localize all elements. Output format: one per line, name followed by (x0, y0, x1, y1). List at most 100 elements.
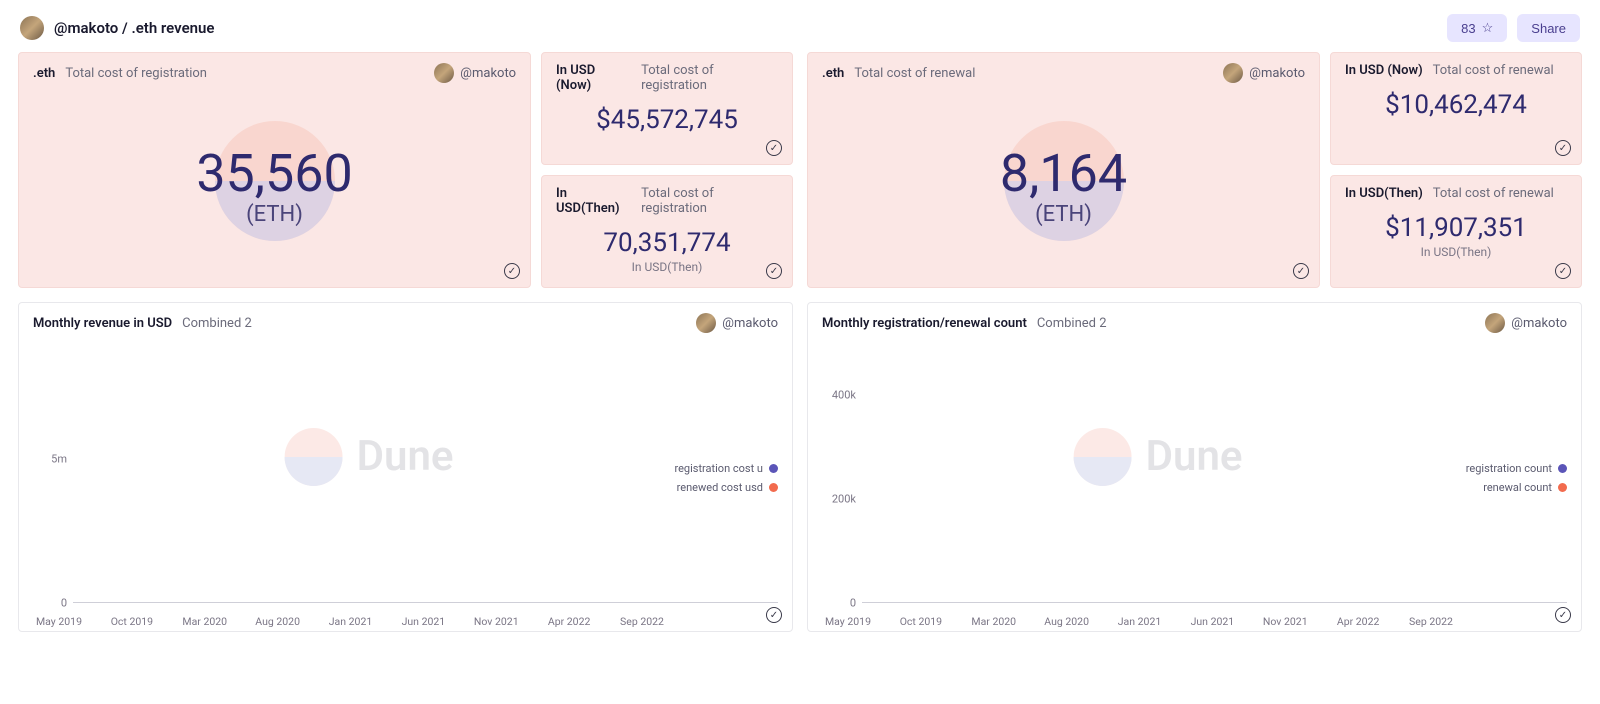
legend-item[interactable]: registration cost u (633, 462, 778, 475)
x-tick: Apr 2022 (548, 615, 591, 628)
stat-value: 70,351,774 (603, 228, 730, 258)
card-subtitle: Total cost of registration (65, 66, 207, 81)
chart-monthly-count: Monthly registration/renewal count Combi… (807, 302, 1582, 632)
x-tick: Oct 2019 (111, 615, 153, 628)
x-tick: Mar 2020 (182, 615, 227, 628)
star-icon (1482, 20, 1494, 36)
chart-subtitle: Combined 2 (1037, 316, 1107, 331)
card-title: In USD(Then) (556, 186, 631, 216)
author-avatar-icon (1223, 63, 1243, 83)
x-tick: Jun 2021 (402, 615, 446, 628)
card-ren-usd-then: In USD(Then) Total cost of renewal $11,9… (1330, 175, 1582, 288)
card-subtitle: Total cost of renewal (1433, 63, 1554, 78)
registration-stats: .eth Total cost of registration @makoto … (18, 52, 793, 288)
chart-legend: registration cost u renewed cost usd (633, 462, 778, 494)
card-reg-usd-now: In USD (Now) Total cost of registration … (541, 52, 793, 165)
dashboard-title: @makoto / .eth revenue (54, 19, 214, 37)
x-tick: Aug 2020 (255, 615, 300, 628)
card-title: .eth (822, 66, 844, 81)
author-avatar-icon (1485, 313, 1505, 333)
verified-icon[interactable] (1555, 607, 1571, 623)
card-author[interactable]: @makoto (434, 63, 516, 83)
y-tick: 0 (850, 597, 856, 610)
header-actions: 83 Share (1447, 14, 1580, 42)
author-handle: @makoto (460, 66, 516, 81)
card-title: .eth (33, 66, 55, 81)
verified-icon[interactable] (1293, 263, 1309, 279)
y-tick: 0 (61, 597, 67, 610)
bars-container (862, 343, 1417, 602)
stat-note: In USD(Then) (1421, 245, 1492, 259)
y-tick: 5m (51, 452, 67, 465)
x-tick: Nov 2021 (1263, 615, 1308, 628)
author-handle: @makoto (722, 316, 778, 331)
legend-item[interactable]: renewed cost usd (633, 481, 778, 494)
chart-title: Monthly revenue in USD (33, 316, 172, 331)
y-axis: 0200k400k (822, 343, 862, 603)
plot-area: Dune registration countrenewal count (862, 343, 1567, 603)
dashboard-header: @makoto / .eth revenue 83 Share (0, 0, 1600, 52)
stat-value: $45,572,745 (596, 105, 738, 135)
legend-item[interactable]: registration count (1422, 462, 1567, 475)
chart-title: Monthly registration/renewal count (822, 316, 1027, 331)
x-tick: May 2019 (825, 615, 871, 628)
card-subtitle: Total cost of renewal (854, 66, 975, 81)
author-avatar-icon (434, 63, 454, 83)
x-tick: Nov 2021 (474, 615, 519, 628)
card-author[interactable]: @makoto (1223, 63, 1305, 83)
card-subtitle: Total cost of renewal (1433, 186, 1554, 201)
verified-icon[interactable] (766, 263, 782, 279)
x-tick: May 2019 (36, 615, 82, 628)
x-tick: Jan 2021 (329, 615, 373, 628)
x-tick: Sep 2022 (620, 615, 664, 628)
card-author[interactable]: @makoto (1485, 313, 1567, 333)
card-subtitle: Total cost of registration (641, 186, 778, 216)
card-title: In USD (Now) (556, 63, 631, 93)
verified-icon[interactable] (504, 263, 520, 279)
chart-legend: registration count renewal count (1422, 462, 1567, 494)
stat-note: In USD(Then) (632, 260, 703, 274)
card-ren-eth: .eth Total cost of renewal @makoto 8,164… (807, 52, 1320, 288)
card-title: In USD(Then) (1345, 186, 1423, 201)
chart-monthly-revenue: Monthly revenue in USD Combined 2 @makot… (18, 302, 793, 632)
verified-icon[interactable] (766, 140, 782, 156)
x-axis: May 2019Oct 2019Mar 2020Aug 2020Jan 2021… (848, 611, 1431, 631)
verified-icon[interactable] (1555, 140, 1571, 156)
y-tick: 200k (832, 493, 856, 506)
card-author[interactable]: @makoto (696, 313, 778, 333)
verified-icon[interactable] (1555, 263, 1571, 279)
legend-item[interactable]: renewal count (1422, 481, 1567, 494)
verified-icon[interactable] (766, 607, 782, 623)
card-ren-usd-now: In USD (Now) Total cost of renewal $10,4… (1330, 52, 1582, 165)
renewal-stats: .eth Total cost of renewal @makoto 8,164… (807, 52, 1582, 288)
plot-area: Dune registration cost urenewed cost usd (73, 343, 778, 603)
x-tick: Apr 2022 (1337, 615, 1380, 628)
stat-value: 35,560 (196, 148, 352, 200)
x-tick: Sep 2022 (1409, 615, 1453, 628)
x-axis: May 2019Oct 2019Mar 2020Aug 2020Jan 2021… (59, 611, 642, 631)
stat-value: $10,462,474 (1385, 90, 1527, 120)
y-axis: 05m (33, 343, 73, 603)
share-button[interactable]: Share (1517, 14, 1580, 42)
x-tick: Jun 2021 (1191, 615, 1235, 628)
card-reg-usd-then: In USD(Then) Total cost of registration … (541, 175, 793, 288)
x-tick: Aug 2020 (1044, 615, 1089, 628)
header-left: @makoto / .eth revenue (20, 16, 214, 40)
x-tick: Mar 2020 (971, 615, 1016, 628)
x-tick: Jan 2021 (1118, 615, 1162, 628)
author-avatar[interactable] (20, 16, 44, 40)
card-subtitle: Total cost of registration (641, 63, 778, 93)
stat-value: $11,907,351 (1385, 213, 1527, 243)
bars-container (73, 343, 628, 602)
author-handle: @makoto (1511, 316, 1567, 331)
stats-grid: .eth Total cost of registration @makoto … (0, 52, 1600, 650)
author-avatar-icon (696, 313, 716, 333)
y-tick: 400k (832, 389, 856, 402)
star-count: 83 (1461, 21, 1475, 36)
chart-subtitle: Combined 2 (182, 316, 252, 331)
star-button[interactable]: 83 (1447, 14, 1507, 42)
author-handle: @makoto (1249, 66, 1305, 81)
stat-unit: (ETH) (1035, 202, 1092, 227)
x-tick: Oct 2019 (900, 615, 942, 628)
stat-value: 8,164 (1000, 148, 1127, 200)
